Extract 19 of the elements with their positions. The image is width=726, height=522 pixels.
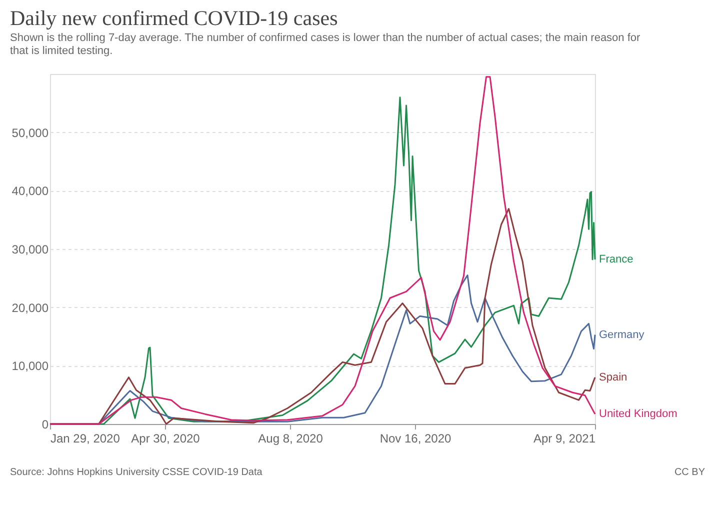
y-tick-label: 30,000 xyxy=(12,242,49,256)
x-tick-label: Nov 16, 2020 xyxy=(380,432,452,446)
y-tick-label: 10,000 xyxy=(12,359,49,374)
text: CC BY xyxy=(674,467,706,478)
series-label: Germany xyxy=(599,328,645,341)
x-tick-label: Jan 29, 2020 xyxy=(50,432,120,446)
series-label: Spain xyxy=(599,371,628,384)
chart-subtitle: Shown is the rolling 7-day average. The number of confirmed cases is lower than the number of actual cases; the main reason for that is limited testing. xyxy=(10,32,641,57)
y-tick-label: 20,000 xyxy=(12,300,49,315)
x-tick-label: Apr 30, 2020 xyxy=(131,432,200,446)
y-tick-label: 0 xyxy=(42,418,49,432)
x-tick-label: Apr 9, 2021 xyxy=(533,432,596,446)
y-tick-label: 40,000 xyxy=(12,184,49,198)
series-label: France xyxy=(599,254,634,266)
series-label: United Kingdom xyxy=(599,408,678,420)
source-note: Source: Johns Hopkins University CSSE COVID-19 Data xyxy=(10,467,263,478)
chart-title: Daily new confirmed COVID-19 cases xyxy=(10,6,338,30)
y-tick-label: 50,000 xyxy=(12,126,49,140)
x-tick-label: Aug 8, 2020 xyxy=(258,432,324,446)
